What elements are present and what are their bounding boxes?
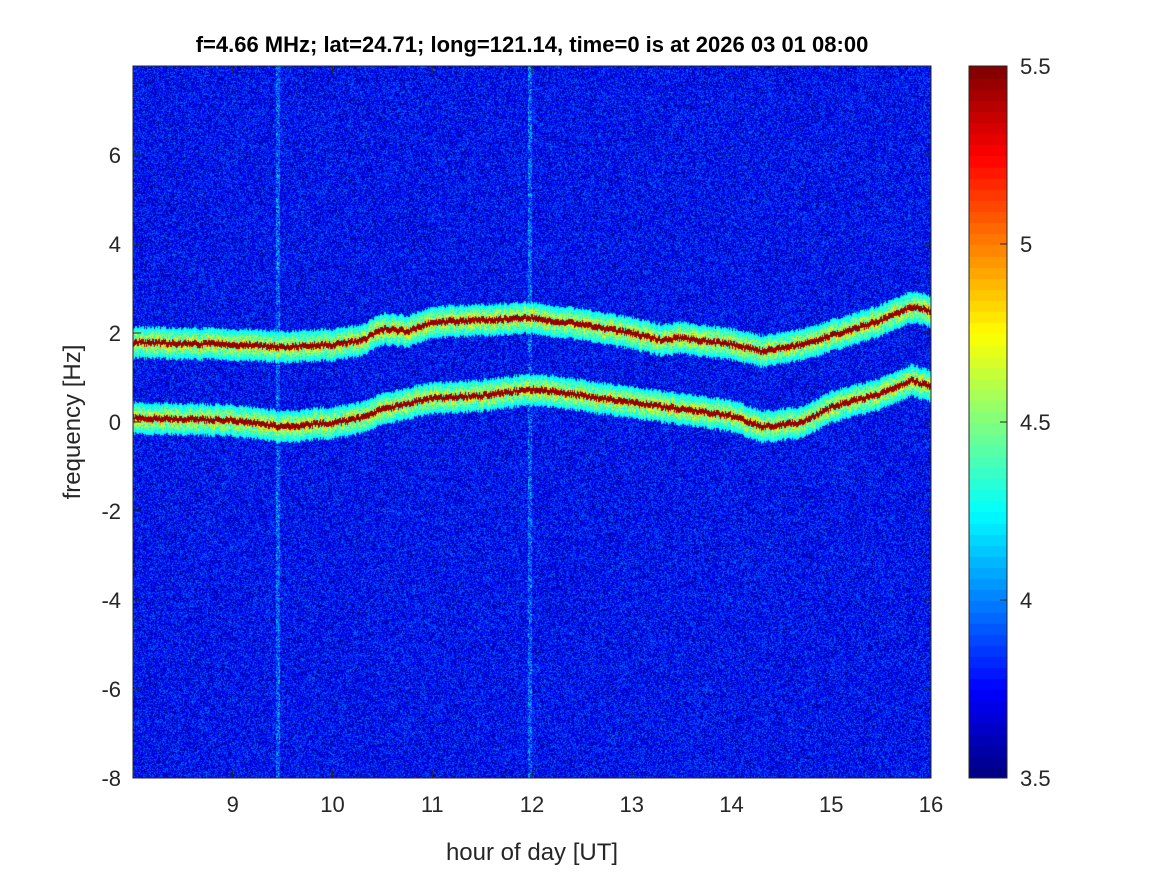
chart-title: f=4.66 MHz; lat=24.71; long=121.14, time… (196, 32, 869, 57)
spectrogram-image (133, 66, 931, 778)
colorbar-tick-label: 3.5 (1020, 766, 1051, 791)
colorbar-tick-label: 5.5 (1020, 54, 1051, 79)
x-tick-label: 11 (421, 792, 444, 817)
y-tick-label: 6 (109, 143, 121, 168)
y-tick-label: -8 (101, 766, 121, 791)
y-tick-label: -6 (101, 677, 121, 702)
y-tick-label: 2 (109, 321, 121, 346)
plot-frame (132, 65, 932, 779)
y-tick-label: 0 (109, 410, 121, 435)
x-tick-label: 10 (320, 792, 344, 817)
x-axis-label: hour of day [UT] (446, 839, 618, 866)
x-tick-label: 9 (227, 792, 239, 817)
colorbar-tick-label: 4 (1020, 588, 1032, 613)
y-axis-label: frequency [Hz] (59, 345, 86, 500)
x-tick-label: 16 (919, 792, 943, 817)
y-tick-label: -2 (101, 499, 121, 524)
x-tick-label: 14 (719, 792, 743, 817)
x-tick-label: 15 (819, 792, 843, 817)
y-tick-label: -4 (101, 588, 121, 613)
colorbar-tick-label: 4.5 (1020, 410, 1051, 435)
x-tick-label: 13 (620, 792, 644, 817)
colorbar-tick-label: 5 (1020, 232, 1032, 257)
y-tick-label: 4 (109, 232, 121, 257)
x-tick-label: 12 (520, 792, 544, 817)
